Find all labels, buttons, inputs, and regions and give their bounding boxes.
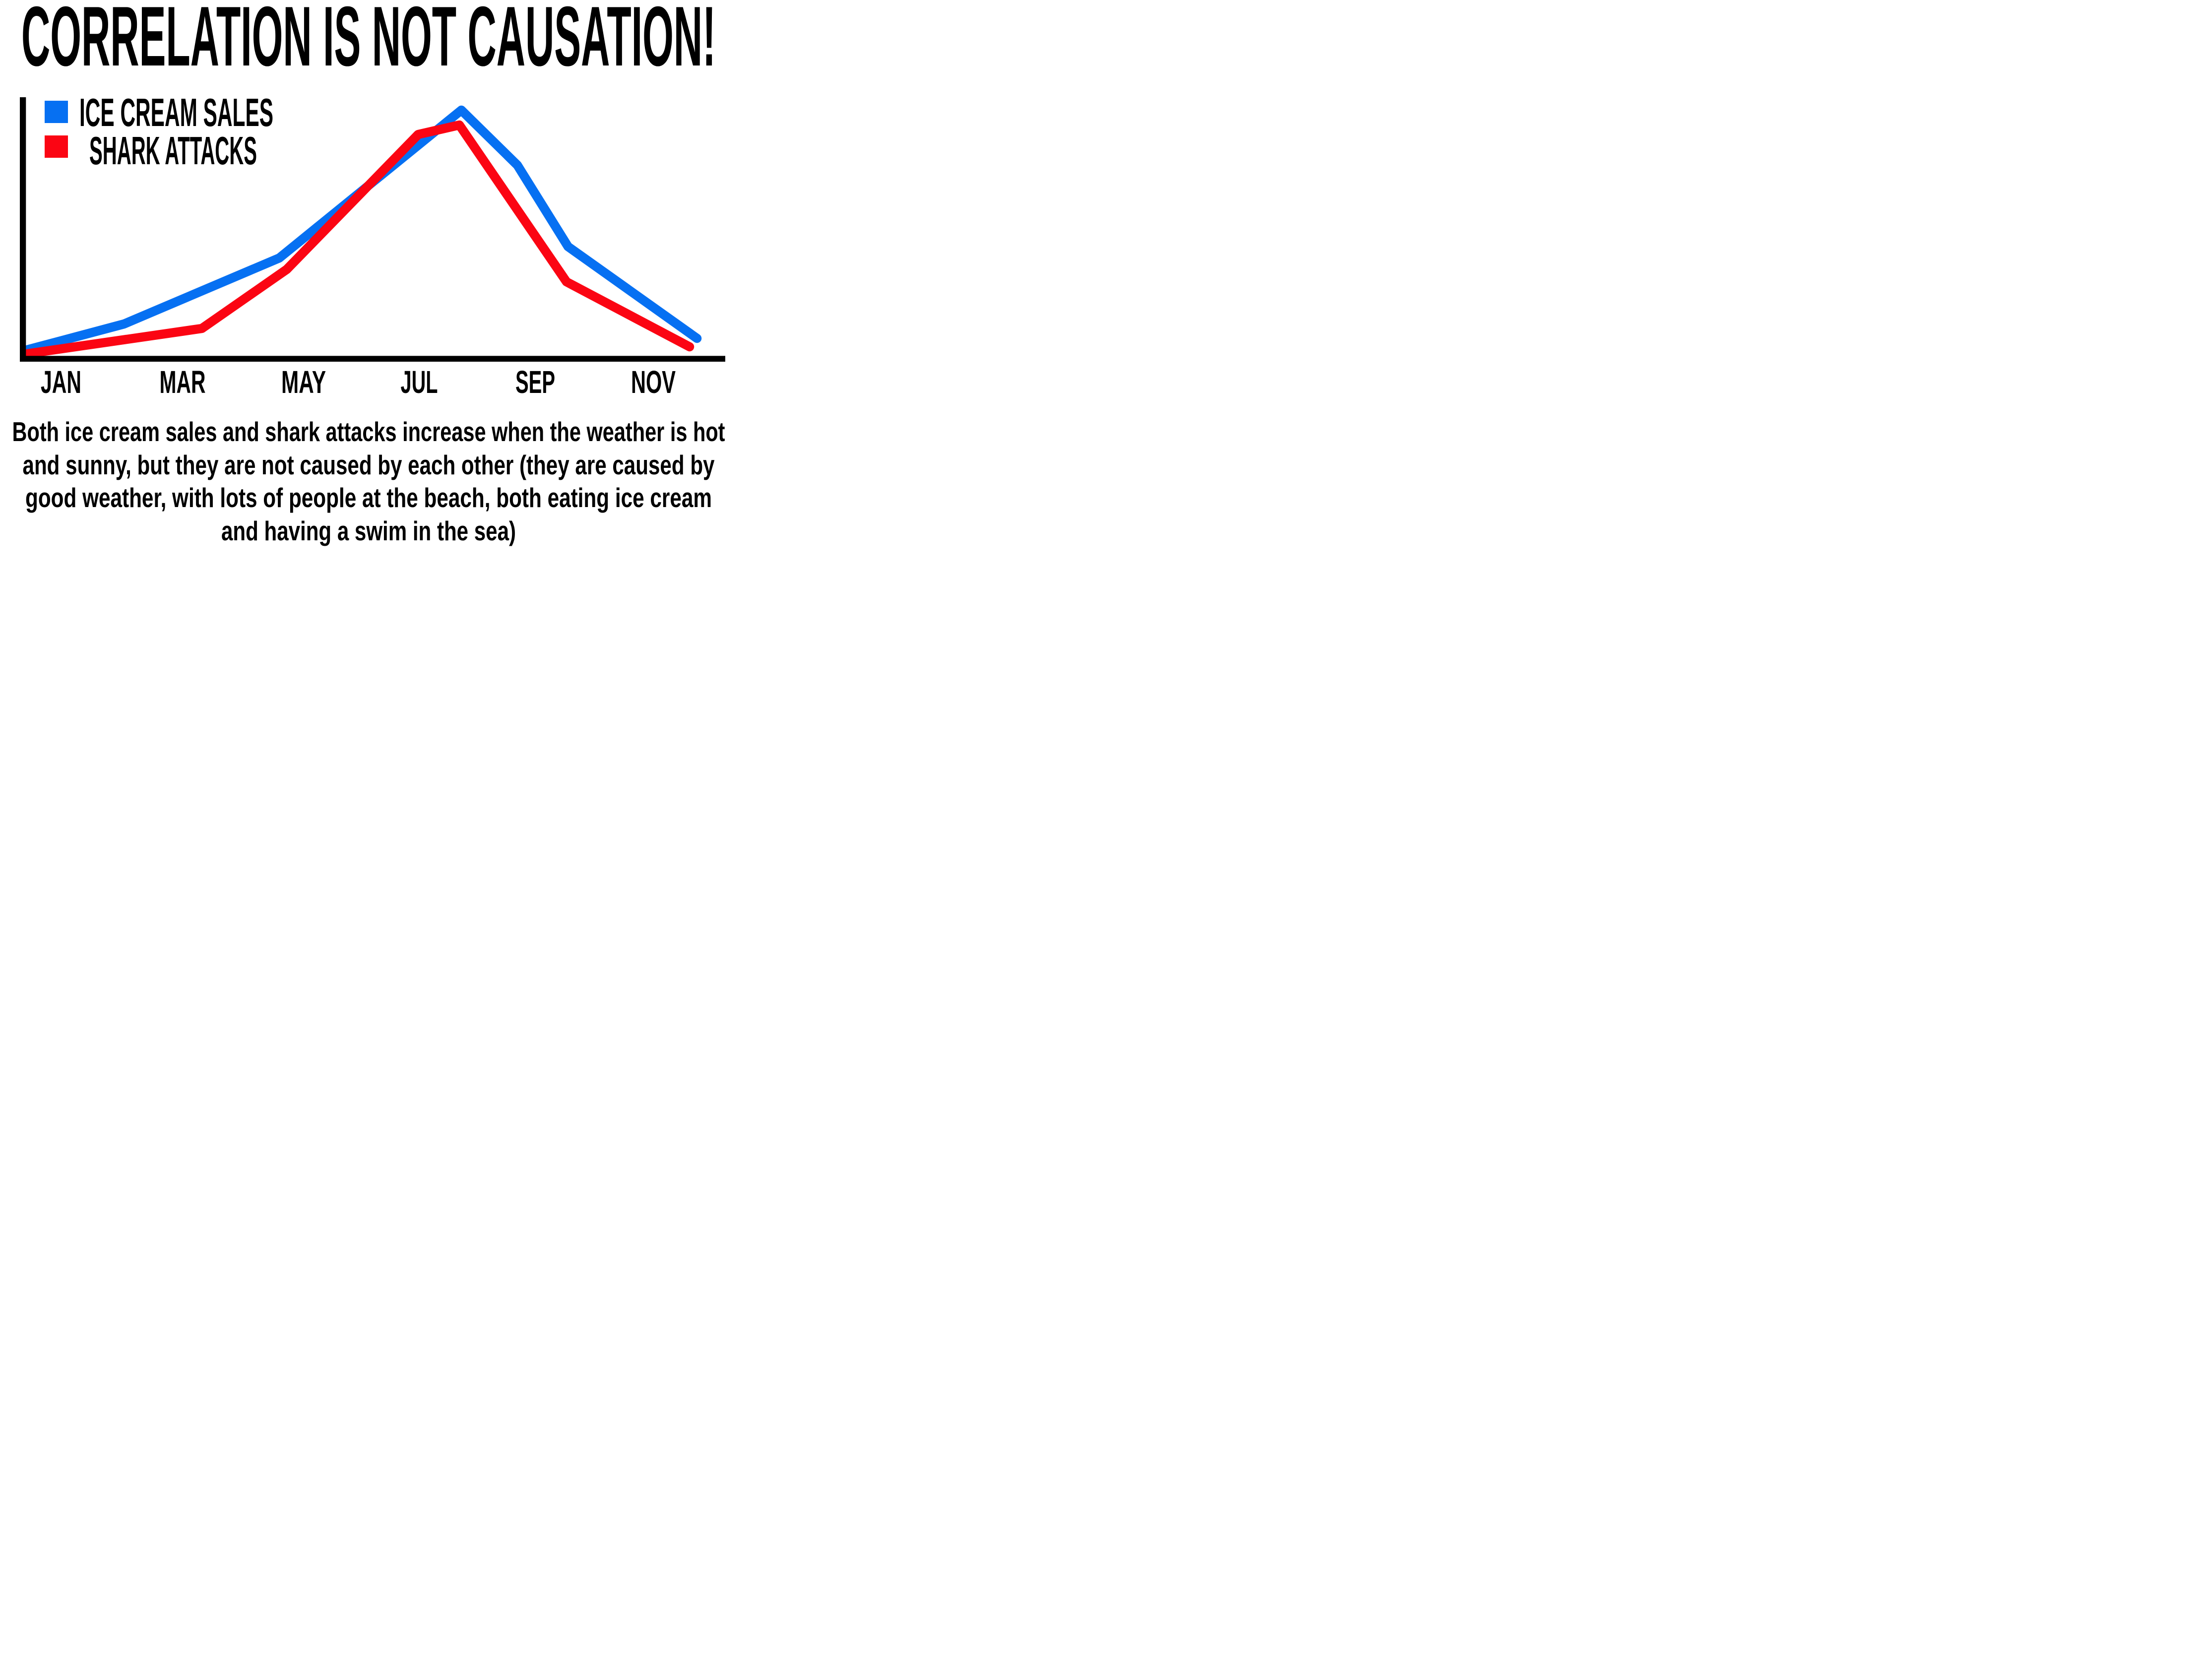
- infographic-page: CORRELATION IS NOT CAUSATION! ICE CREAM …: [0, 0, 737, 557]
- shark-attacks-line: [22, 120, 695, 359]
- ice-cream-sales-line: [22, 105, 702, 355]
- x-tick-label-jan: JAN: [41, 364, 81, 400]
- chart-title: CORRELATION IS NOT CAUSATION!: [21, 0, 716, 84]
- legend: ICE CREAM SALES SHARK ATTACKS: [45, 90, 273, 173]
- chart-canvas: CORRELATION IS NOT CAUSATION! ICE CREAM …: [12, 0, 725, 546]
- caption-line-2: and sunny, but they are not caused by ea…: [23, 450, 715, 480]
- x-tick-label-jul: JUL: [401, 364, 438, 400]
- x-tick-label-may: MAY: [281, 364, 326, 400]
- y-axis-line: [20, 97, 26, 362]
- x-tick-label-nov: NOV: [631, 364, 676, 400]
- caption-line-3: good weather, with lots of people at the…: [25, 482, 712, 513]
- x-axis-line: [20, 356, 725, 362]
- x-tick-label-sep: SEP: [515, 364, 555, 400]
- caption-line-4: and having a swim in the sea): [221, 515, 516, 546]
- legend-swatch-ice-cream: [45, 101, 68, 123]
- legend-swatch-shark-attacks: [45, 135, 68, 158]
- x-tick-label-mar: MAR: [160, 364, 206, 400]
- legend-label-ice-cream: ICE CREAM SALES: [79, 90, 273, 134]
- x-axis-tick-labels: JAN MAR MAY JUL SEP NOV: [41, 364, 676, 400]
- caption-line-1: Both ice cream sales and shark attacks i…: [12, 416, 725, 447]
- legend-label-shark-attacks: SHARK ATTACKS: [89, 129, 257, 173]
- caption: Both ice cream sales and shark attacks i…: [12, 416, 725, 546]
